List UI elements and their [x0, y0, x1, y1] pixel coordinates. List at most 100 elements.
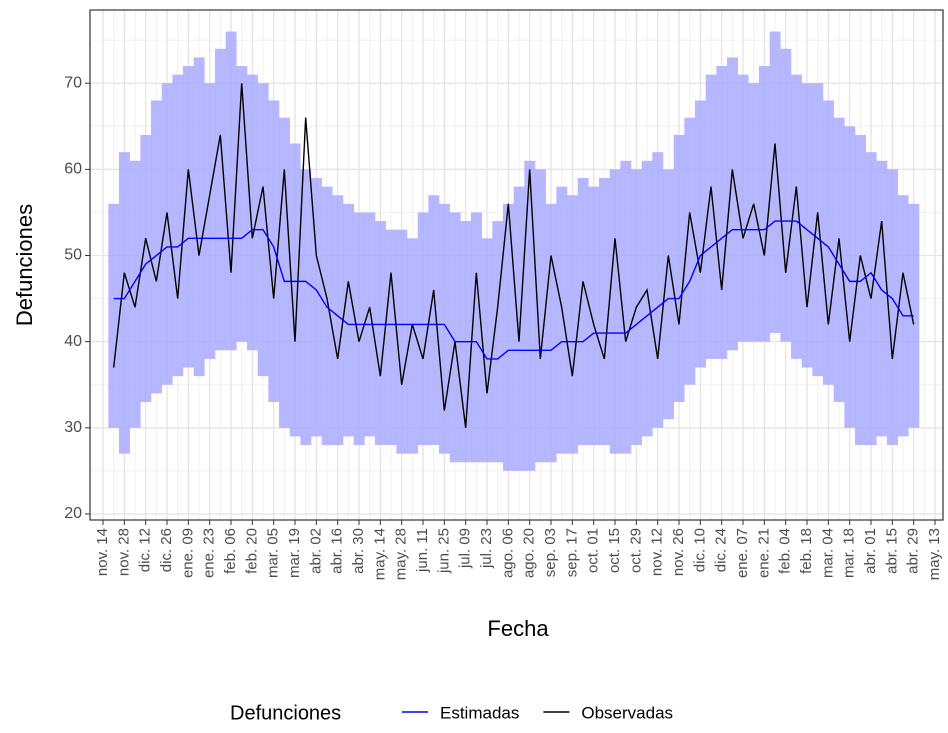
- confidence-band: [311, 177, 322, 437]
- confidence-band: [705, 74, 717, 359]
- confidence-band: [215, 48, 226, 351]
- confidence-band: [791, 74, 802, 359]
- x-tick-label: mar. 05: [265, 528, 282, 578]
- confidence-band: [161, 83, 173, 385]
- confidence-band: [887, 169, 898, 446]
- confidence-band: [289, 143, 301, 437]
- confidence-band: [172, 74, 184, 377]
- confidence-band: [225, 31, 237, 351]
- confidence-band: [769, 31, 781, 334]
- confidence-band: [481, 238, 493, 463]
- x-tick-label: abr. 02: [307, 528, 324, 574]
- confidence-band: [695, 100, 706, 368]
- confidence-band: [823, 100, 834, 385]
- x-tick-label: mar. 19: [286, 528, 303, 578]
- confidence-band: [716, 65, 728, 359]
- axes: 20 30 40 50 60 70 nov. 14 nov. 28 dic. 12 dic. 26…: [64, 74, 943, 580]
- confidence-band: [759, 65, 770, 342]
- y-tick-label: 60: [64, 161, 82, 178]
- confidence-band: [375, 221, 386, 446]
- confidence-band: [812, 83, 824, 377]
- confidence-band: [556, 186, 568, 454]
- confidence-band: [844, 126, 856, 428]
- x-tick-label: jun. 25: [435, 528, 452, 574]
- confidence-band: [663, 169, 674, 420]
- y-tick-label: 30: [64, 419, 82, 436]
- confidence-band: [535, 169, 546, 463]
- confidence-band: [236, 65, 248, 342]
- x-tick-label: dic. 12: [137, 528, 154, 572]
- confidence-band: [524, 160, 536, 471]
- confidence-band: [417, 212, 429, 446]
- confidence-band: [151, 100, 162, 394]
- confidence-band: [876, 160, 888, 437]
- confidence-band: [268, 100, 280, 402]
- x-tick-label: dic. 10: [691, 528, 708, 572]
- x-tick-label: nov. 28: [115, 528, 132, 576]
- x-tick-label: may. 13: [926, 528, 943, 580]
- x-axis-title: Fecha: [487, 616, 549, 641]
- x-tick-label: sep. 17: [563, 528, 580, 577]
- confidence-band: [833, 117, 845, 402]
- y-tick-label: 20: [64, 505, 82, 522]
- confidence-band: [567, 195, 578, 454]
- x-tick-label: ene. 23: [201, 528, 218, 578]
- confidence-band: [332, 195, 344, 446]
- x-tick-label: oct. 01: [585, 528, 602, 573]
- confidence-band: [503, 203, 514, 471]
- x-tick-label: abr. 30: [350, 528, 367, 574]
- confidence-band: [588, 186, 600, 446]
- x-tick-label: ago. 06: [499, 528, 516, 578]
- confidence-band: [353, 212, 365, 446]
- confidence-band: [343, 203, 354, 437]
- confidence-band: [492, 221, 504, 463]
- x-tick-label: ene. 21: [755, 528, 772, 578]
- series-line: [113, 220, 914, 360]
- confidence-band: [428, 195, 440, 446]
- confidence-band: [385, 229, 397, 446]
- x-tick-label: oct. 29: [627, 528, 644, 573]
- confidence-band: [471, 212, 482, 463]
- confidence-band: [577, 177, 589, 446]
- legend-label: Observadas: [581, 703, 673, 722]
- y-axis-title: Defunciones: [12, 204, 37, 326]
- x-tick-label: abr. 01: [862, 528, 879, 574]
- x-tick-label: ene. 09: [179, 528, 196, 578]
- confidence-band: [183, 65, 194, 368]
- confidence-band: [140, 134, 152, 402]
- panel-border: [89, 9, 944, 521]
- legend-title: Defunciones: [230, 702, 341, 724]
- confidence-band: [545, 203, 557, 463]
- confidence-band: [247, 74, 258, 351]
- plot-area: [108, 31, 920, 471]
- x-tick-label: jul. 09: [457, 528, 474, 569]
- confidence-band: [119, 152, 130, 454]
- confidence-band: [737, 74, 749, 342]
- confidence-band: [204, 83, 216, 359]
- confidence-band: [641, 160, 653, 437]
- x-tick-label: jul. 23: [478, 528, 495, 569]
- y-tick-label: 50: [64, 247, 82, 264]
- confidence-band: [620, 160, 632, 454]
- x-tick-label: abr. 15: [883, 528, 900, 574]
- x-tick-label: feb. 20: [243, 528, 260, 574]
- confidence-band: [193, 57, 205, 377]
- x-tick-label: jun. 11: [414, 528, 431, 573]
- x-tick-label: abr. 16: [329, 528, 346, 574]
- x-tick-label: ene. 07: [734, 528, 751, 578]
- x-tick-label: may. 28: [393, 528, 410, 580]
- confidence-band: [300, 169, 312, 446]
- x-tick-label: nov. 12: [649, 528, 666, 576]
- x-tick-label: mar. 18: [841, 528, 858, 578]
- confidence-band: [684, 117, 696, 385]
- confidence-band: [396, 229, 408, 454]
- x-tick-label: sep. 03: [542, 528, 559, 577]
- x-tick-label: dic. 24: [713, 528, 730, 572]
- x-tick-label: feb. 04: [777, 528, 794, 574]
- confidence-band: [279, 117, 290, 428]
- x-tick-label: ago. 20: [521, 528, 538, 578]
- confidence-band: [855, 134, 866, 446]
- x-tick-label: feb. 18: [798, 528, 815, 574]
